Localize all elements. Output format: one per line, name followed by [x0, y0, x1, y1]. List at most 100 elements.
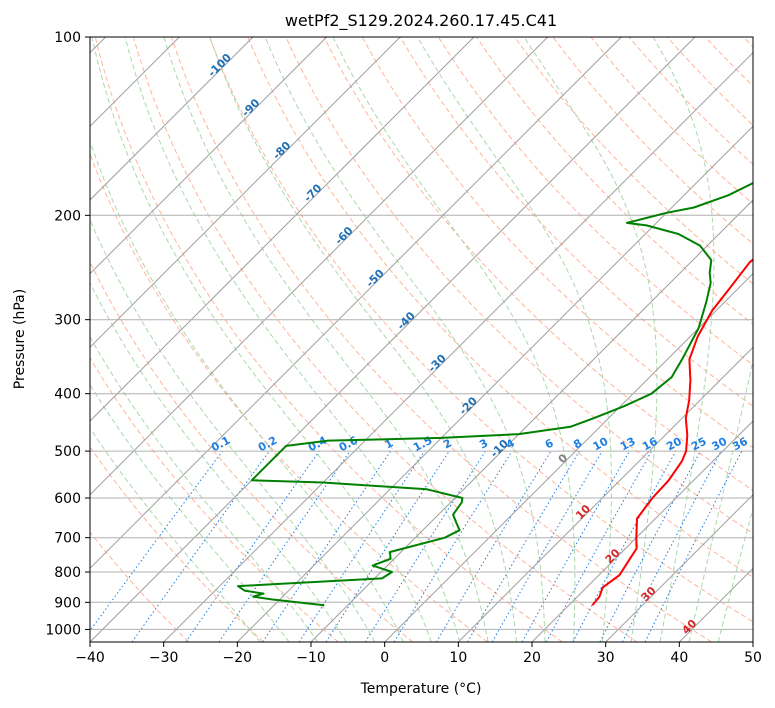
- x-tick-label: −40: [75, 650, 105, 666]
- dry-adiabat-line: [704, 37, 753, 87]
- isotherm-line: [457, 346, 753, 642]
- isotherm-label: -60: [332, 224, 355, 247]
- isotherm-label: -100: [205, 51, 234, 80]
- mixing-ratio-label: 6: [543, 436, 556, 451]
- dry-adiabat-line: [209, 37, 753, 623]
- y-tick-label: 900: [54, 595, 81, 611]
- moist-adiabat-line: [90, 383, 290, 642]
- dry-adiabat-line: [743, 37, 753, 48]
- isotherm-label: 20: [603, 546, 623, 566]
- isotherm-line: [310, 199, 753, 642]
- isotherm-line: [90, 37, 328, 275]
- x-axis-label: Temperature (°C): [360, 681, 482, 697]
- y-tick-label: 1000: [45, 622, 81, 638]
- y-tick-label: 700: [54, 531, 81, 547]
- isotherm-line: [752, 641, 753, 642]
- moist-adiabat-line: [90, 427, 261, 642]
- x-axis-ticks: −40 −30 −20 −10 0 10 20 30 40 50: [75, 642, 762, 666]
- isotherm-label: -40: [395, 309, 418, 332]
- mixing-ratio-line: [644, 450, 743, 642]
- moist-adiabat-line: [264, 37, 546, 642]
- dry-adiabat-line: [90, 260, 414, 642]
- mixing-ratio-line: [325, 450, 450, 642]
- mixing-ratio-line: [521, 450, 630, 642]
- mixing-ratio-line: [131, 450, 270, 642]
- moist-adiabat-line: [523, 37, 658, 642]
- isotherm-label: -80: [270, 139, 293, 162]
- mixing-ratio-label: 13: [618, 435, 638, 454]
- isotherm-line: [90, 37, 254, 201]
- isotherm-line: [163, 51, 753, 642]
- sounding-series: [237, 181, 753, 607]
- moist-adiabats: [90, 37, 753, 642]
- x-tick-label: 40: [670, 650, 688, 666]
- dry-adiabat-line: [247, 37, 753, 578]
- dry-adiabat-line: [132, 37, 638, 642]
- x-tick-label: 20: [523, 650, 541, 666]
- y-tick-label: 300: [54, 313, 81, 329]
- mixing-ratio-label: 30: [710, 435, 730, 454]
- x-tick-label: −20: [223, 650, 253, 666]
- mixing-ratio-label: 16: [640, 435, 660, 454]
- dry-adiabat-line: [399, 37, 753, 407]
- isotherm-label: -30: [426, 352, 449, 375]
- moist-adiabat-line: [717, 506, 753, 642]
- moist-adiabat-line: [90, 218, 376, 642]
- dry-adiabat-line: [514, 37, 753, 285]
- x-tick-label: −10: [296, 650, 326, 666]
- temperature-profile-line: [591, 258, 753, 606]
- isotherm-label: -20: [457, 394, 480, 417]
- mixing-ratio-line: [90, 450, 223, 632]
- mixing-ratio-label: 20: [664, 435, 684, 454]
- x-tick-label: 50: [744, 650, 762, 666]
- moist-adiabat-line: [163, 37, 489, 642]
- y-tick-label: 100: [54, 30, 81, 46]
- isotherm-label: -70: [301, 181, 324, 204]
- isotherm-line: [605, 493, 753, 642]
- isotherm-line: [384, 272, 753, 642]
- x-tick-label: −30: [149, 650, 179, 666]
- dry-adiabat-line: [171, 37, 712, 642]
- mixing-ratio-line: [435, 450, 552, 642]
- dry-adiabat-line: [437, 37, 753, 366]
- pressure-gridlines: [90, 37, 753, 630]
- dry-adiabat-line: [94, 37, 563, 642]
- dry-adiabats: [90, 37, 753, 642]
- moist-adiabat-line: [332, 37, 576, 642]
- x-tick-label: 0: [380, 650, 389, 666]
- y-tick-label: 200: [54, 208, 81, 224]
- moist-adiabat-line: [209, 37, 517, 642]
- plot-frame: [89, 36, 754, 643]
- isotherm-label: 40: [679, 617, 699, 637]
- dry-adiabat-line: [361, 37, 753, 449]
- mixing-ratio-label: 10: [591, 435, 611, 454]
- x-tick-label: 10: [449, 650, 467, 666]
- dry-adiabat-line: [476, 37, 753, 325]
- dry-adiabat-line: [323, 37, 753, 491]
- isotherm-line: [531, 420, 753, 642]
- moist-adiabat-line: [417, 37, 612, 642]
- isotherm-line: [90, 37, 622, 570]
- y-tick-label: 800: [54, 565, 81, 581]
- mixing-ratio-line: [572, 450, 677, 642]
- mixing-ratio-line: [218, 450, 351, 642]
- y-tick-label: 600: [54, 491, 81, 507]
- dewpoint-profile-line: [237, 181, 753, 607]
- dry-adiabat-line: [666, 37, 753, 126]
- mixing-ratio-line: [393, 450, 513, 642]
- y-axis-ticks: 100 200 300 400 500 600 700 800 900 1000: [45, 30, 90, 638]
- x-tick-label: 30: [597, 650, 615, 666]
- dry-adiabat-line: [552, 37, 753, 245]
- dry-adiabat-line: [590, 37, 753, 205]
- moist-adiabat-line: [652, 37, 715, 642]
- dry-adiabat-line: [90, 531, 190, 642]
- isotherm-label: -90: [239, 96, 262, 119]
- dry-adiabat-line: [90, 152, 488, 642]
- isotherm-label: 30: [639, 584, 659, 604]
- moist-adiabat-line: [688, 357, 753, 642]
- mixing-ratio-line: [599, 450, 701, 642]
- dry-adiabat-line: [90, 356, 339, 642]
- isotherm-line: [90, 37, 401, 349]
- isotherm-line: [90, 37, 696, 642]
